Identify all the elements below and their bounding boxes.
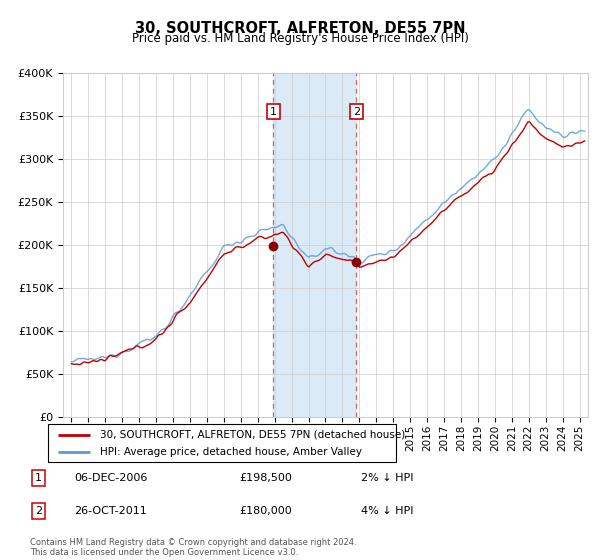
Text: 2: 2 bbox=[353, 106, 360, 116]
Text: Price paid vs. HM Land Registry's House Price Index (HPI): Price paid vs. HM Land Registry's House … bbox=[131, 32, 469, 45]
Text: Contains HM Land Registry data © Crown copyright and database right 2024.
This d: Contains HM Land Registry data © Crown c… bbox=[30, 538, 356, 557]
Text: 1: 1 bbox=[35, 473, 42, 483]
Text: 4% ↓ HPI: 4% ↓ HPI bbox=[361, 506, 414, 516]
Text: £180,000: £180,000 bbox=[240, 506, 293, 516]
Text: HPI: Average price, detached house, Amber Valley: HPI: Average price, detached house, Ambe… bbox=[100, 447, 362, 458]
Text: 2: 2 bbox=[35, 506, 42, 516]
Bar bbox=[274, 73, 356, 417]
Text: 26-OCT-2011: 26-OCT-2011 bbox=[74, 506, 147, 516]
Text: 2% ↓ HPI: 2% ↓ HPI bbox=[361, 473, 414, 483]
Text: 1: 1 bbox=[270, 106, 277, 116]
Text: £198,500: £198,500 bbox=[240, 473, 293, 483]
Text: 06-DEC-2006: 06-DEC-2006 bbox=[74, 473, 148, 483]
Text: 30, SOUTHCROFT, ALFRETON, DE55 7PN (detached house): 30, SOUTHCROFT, ALFRETON, DE55 7PN (deta… bbox=[100, 430, 406, 440]
FancyBboxPatch shape bbox=[48, 424, 396, 462]
Text: 30, SOUTHCROFT, ALFRETON, DE55 7PN: 30, SOUTHCROFT, ALFRETON, DE55 7PN bbox=[135, 21, 465, 36]
